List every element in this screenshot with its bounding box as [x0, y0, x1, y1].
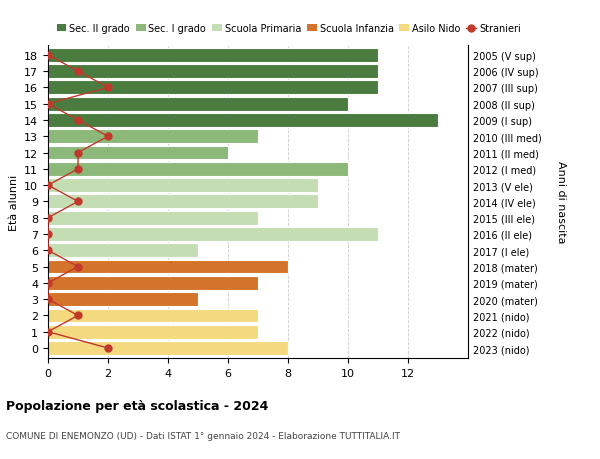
Bar	[48, 341, 288, 355]
Bar	[48, 260, 288, 274]
Bar	[48, 292, 198, 307]
Bar	[48, 49, 378, 62]
Bar	[48, 65, 378, 79]
Bar	[48, 114, 438, 128]
Bar	[48, 179, 318, 193]
Bar	[48, 146, 228, 160]
Bar	[48, 162, 348, 176]
Bar	[48, 211, 258, 225]
Bar	[48, 325, 258, 339]
Bar	[48, 97, 348, 112]
Bar	[48, 276, 258, 290]
Bar	[48, 309, 258, 323]
Bar	[48, 195, 318, 209]
Legend: Sec. II grado, Sec. I grado, Scuola Primaria, Scuola Infanzia, Asilo Nido, Stran: Sec. II grado, Sec. I grado, Scuola Prim…	[53, 20, 524, 38]
Bar	[48, 244, 198, 257]
Y-axis label: Anni di nascita: Anni di nascita	[556, 161, 566, 243]
Bar	[48, 228, 378, 241]
Bar	[48, 130, 258, 144]
Y-axis label: Età alunni: Età alunni	[8, 174, 19, 230]
Text: COMUNE DI ENEMONZO (UD) - Dati ISTAT 1° gennaio 2024 - Elaborazione TUTTITALIA.I: COMUNE DI ENEMONZO (UD) - Dati ISTAT 1° …	[6, 431, 400, 441]
Bar	[48, 81, 378, 95]
Text: Popolazione per età scolastica - 2024: Popolazione per età scolastica - 2024	[6, 399, 268, 412]
